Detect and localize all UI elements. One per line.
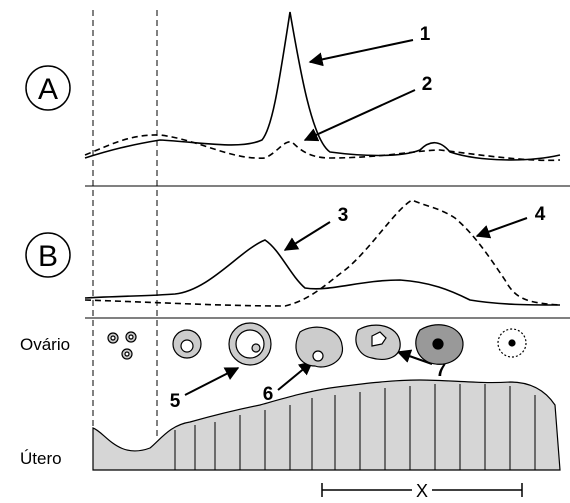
callout: 4 [535,204,546,225]
interval-label: X [416,481,428,501]
follicles [108,323,526,367]
callout: 2 [422,74,433,95]
callout: 1 [420,24,431,45]
uterus-lining [93,380,560,470]
callout: 3 [338,205,349,226]
row-label: Útero [20,449,62,468]
diagram: A B 1 2 3 4 5 6 7 Ovário Útero X [0,0,570,503]
arrow [185,368,238,395]
arrow [305,90,415,140]
panel-label: B [38,240,58,273]
curve [85,12,560,160]
curve [85,135,560,160]
callout: 5 [170,391,181,412]
panel-label: A [38,73,58,106]
arrow [310,40,413,62]
curve [85,240,560,305]
arrow [278,362,312,390]
arrow [285,222,330,250]
arrow [477,218,527,236]
curve [85,200,560,306]
row-label: Ovário [20,335,70,354]
